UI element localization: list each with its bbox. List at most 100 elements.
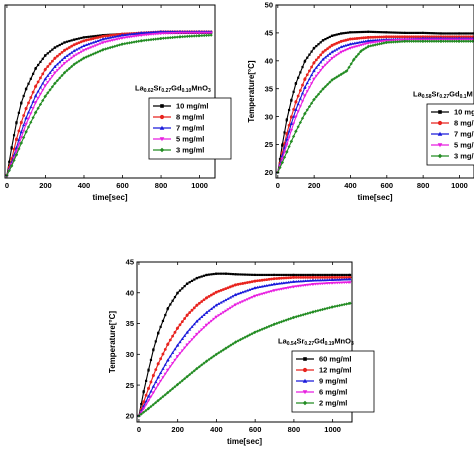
- y-tick-label: 35: [126, 319, 134, 328]
- data-point: [269, 323, 274, 328]
- data-point: [217, 272, 220, 275]
- data-point: [323, 282, 327, 286]
- data-point: [41, 88, 45, 92]
- chart-panel-1: 0 200 400 600 800 1000 time[sec] La0.62Sr0.27Gd…: [4, 4, 232, 202]
- data-point: [328, 80, 332, 84]
- data-point: [173, 385, 177, 389]
- data-point: [36, 96, 40, 100]
- data-point: [149, 380, 153, 384]
- data-point: [87, 42, 91, 46]
- data-point: [236, 292, 240, 295]
- data-point: [190, 308, 194, 312]
- data-point: [320, 278, 325, 282]
- legend-label: 2 mg/ml: [319, 399, 347, 408]
- data-point: [180, 379, 184, 383]
- data-point: [164, 313, 167, 317]
- data-point: [281, 144, 284, 147]
- data-point: [67, 52, 71, 56]
- data-point: [327, 306, 332, 310]
- data-point: [185, 313, 189, 317]
- data-point: [348, 277, 352, 281]
- data-point: [416, 39, 420, 43]
- data-point: [430, 35, 434, 39]
- data-point: [200, 31, 204, 35]
- data-point: [214, 315, 219, 319]
- data-point: [166, 342, 170, 346]
- y-tick-label: 20: [265, 168, 273, 177]
- data-point: [267, 277, 271, 281]
- data-point: [434, 35, 438, 39]
- data-point: [153, 401, 158, 405]
- data-point: [349, 31, 352, 34]
- data-point: [414, 35, 418, 39]
- data-point: [335, 47, 339, 51]
- data-point: [241, 336, 245, 341]
- data-point: [340, 275, 344, 279]
- data-point: [110, 45, 115, 49]
- legend: La0.58Sr0.27Gd0.1M 10 mg/ml 8 mg/ml 7 mg/ml…: [413, 90, 474, 166]
- data-point: [31, 100, 35, 103]
- data-point: [221, 288, 225, 291]
- data-point: [31, 90, 35, 94]
- data-point: [248, 288, 252, 291]
- data-point: [369, 41, 373, 45]
- data-point: [284, 276, 288, 280]
- data-point: [325, 282, 329, 285]
- axes-frame: [275, 4, 474, 179]
- data-point: [292, 90, 295, 93]
- data-point: [26, 110, 31, 114]
- data-point: [376, 30, 379, 34]
- data-point: [282, 150, 287, 154]
- data-point: [319, 273, 322, 277]
- data-point: [22, 129, 26, 133]
- data-point: [273, 277, 276, 281]
- data-point: [353, 37, 357, 41]
- data-point: [414, 31, 417, 35]
- data-point: [341, 71, 346, 75]
- data-point: [34, 66, 37, 70]
- data-point: [151, 33, 155, 36]
- data-point: [430, 32, 433, 35]
- x-tick-label: 1000: [451, 181, 468, 190]
- data-point: [115, 44, 119, 48]
- data-point: [178, 323, 182, 327]
- data-point: [321, 57, 325, 61]
- data-point: [464, 35, 468, 39]
- data-point: [166, 368, 170, 372]
- data-point: [113, 44, 117, 48]
- data-point: [41, 57, 44, 60]
- data-point: [327, 282, 332, 285]
- data-point: [284, 286, 288, 290]
- data-point: [161, 30, 165, 33]
- data-point: [173, 295, 177, 299]
- data-point: [408, 31, 411, 35]
- data-point: [241, 273, 244, 276]
- data-point: [331, 273, 334, 277]
- data-point: [192, 322, 196, 326]
- legend-marker: [302, 367, 308, 373]
- data-point: [200, 328, 204, 332]
- data-point: [75, 42, 79, 46]
- data-point: [287, 273, 290, 277]
- data-point: [231, 294, 235, 298]
- data-point: [185, 330, 189, 334]
- data-point: [428, 39, 432, 43]
- data-point: [306, 311, 310, 315]
- data-point: [176, 326, 180, 330]
- data-point: [68, 39, 71, 43]
- data-point: [151, 30, 155, 34]
- data-point: [360, 30, 363, 34]
- data-point: [319, 60, 323, 64]
- data-point: [248, 280, 252, 284]
- data-point: [318, 308, 322, 312]
- data-point: [19, 130, 23, 133]
- data-point: [328, 35, 331, 39]
- data-point: [200, 363, 204, 367]
- data-point: [103, 40, 108, 44]
- data-point: [238, 291, 243, 295]
- data-point: [207, 357, 211, 362]
- data-point: [260, 292, 264, 296]
- data-point: [319, 69, 323, 72]
- data-point: [289, 273, 292, 277]
- data-point: [53, 71, 57, 75]
